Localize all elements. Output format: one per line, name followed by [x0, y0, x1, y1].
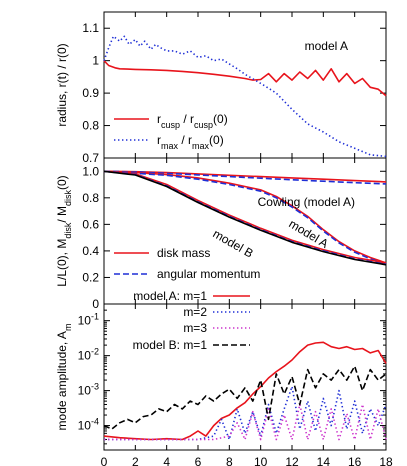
- y-tick-label: 0.9: [82, 86, 99, 100]
- x-tick-label: 0: [101, 455, 108, 466]
- y-axis-label: mode amplitude, Am: [55, 324, 73, 431]
- y-tick-label: 0.2: [82, 270, 99, 284]
- y-tick-label: 10-2: [78, 347, 99, 363]
- legend-label: rmax / rmax(0): [157, 133, 224, 151]
- x-tick-label: 2: [132, 455, 139, 466]
- y-tick-label: 0.8: [82, 191, 99, 205]
- legend-label: angular momentum: [157, 267, 260, 281]
- series-line-middle-1: [103, 170, 387, 185]
- y-tick-label: 0.7: [82, 151, 99, 165]
- x-tick-label: 12: [285, 455, 299, 466]
- legend-label: m=3: [183, 321, 207, 335]
- series-line-bottom-2: [104, 403, 387, 441]
- y-tick-label: 10-4: [78, 417, 99, 433]
- series-line-top-0: [103, 60, 387, 97]
- y-tick-label: 10-3: [78, 382, 99, 398]
- x-tick-label: 4: [163, 455, 170, 466]
- y-tick-label: 1.0: [82, 164, 99, 178]
- plot-frame: [103, 11, 387, 159]
- panel-middle: 0 0.2 0.4 0.6 0.8 1.0 L/L(0), Mdisk/ Mdisk(0) C…: [55, 157, 387, 311]
- y-axis-label: radius, r(t) / r(0): [55, 43, 69, 126]
- series-line-bottom-3: [103, 365, 387, 430]
- y-tick-label: 1.1: [82, 21, 99, 35]
- annotation-model-a: model A: [305, 39, 348, 53]
- x-tick-label: 10: [254, 455, 268, 466]
- x-tick-label: 6: [195, 455, 202, 466]
- x-tick-label: 8: [226, 455, 233, 466]
- series-line-middle-4: [103, 170, 387, 264]
- x-tick-label: 14: [317, 455, 331, 466]
- series-line-bottom-1: [104, 385, 387, 441]
- panel-bottom: 10-4 10-3 10-2 10-1 mode amplitude, Am model …: [55, 289, 393, 466]
- panel-top: 0.7 0.8 0.9 1 1.1 radius, r(t) / r(0) model A r…: [55, 11, 387, 165]
- annotation-cowling: Cowling (model A): [258, 195, 355, 209]
- legend-label: model A: m=1: [133, 289, 207, 303]
- legend-label: disk mass: [157, 246, 210, 260]
- plot-frame: [103, 303, 387, 451]
- series-line-middle-6: [103, 170, 387, 266]
- legend-label: m=2: [183, 305, 207, 319]
- y-tick-label: 0.4: [82, 244, 99, 258]
- y-tick-label: 0.6: [82, 217, 99, 231]
- series-line-bottom-0: [103, 341, 387, 441]
- y-tick-label: 0.8: [82, 119, 99, 133]
- legend-label: rcusp / rcusp(0): [157, 112, 228, 130]
- y-tick-label: 10-1: [78, 312, 99, 328]
- series-line-top-1: [103, 35, 387, 158]
- y-tick-label: 1: [92, 54, 99, 68]
- series-line-middle-3: [103, 170, 387, 265]
- x-tick-label: 18: [379, 455, 393, 466]
- y-tick-label: 0: [92, 297, 99, 311]
- annotation-model-b: model B: [211, 226, 256, 260]
- y-axis-label: L/L(0), Mdisk/ Mdisk(0): [55, 175, 73, 286]
- legend-label: model B: m=1: [133, 338, 208, 352]
- x-tick-label: 16: [348, 455, 362, 466]
